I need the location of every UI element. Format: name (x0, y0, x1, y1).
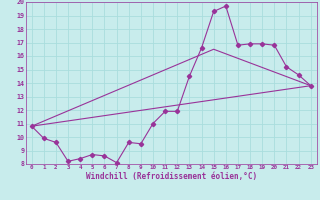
X-axis label: Windchill (Refroidissement éolien,°C): Windchill (Refroidissement éolien,°C) (86, 172, 257, 181)
